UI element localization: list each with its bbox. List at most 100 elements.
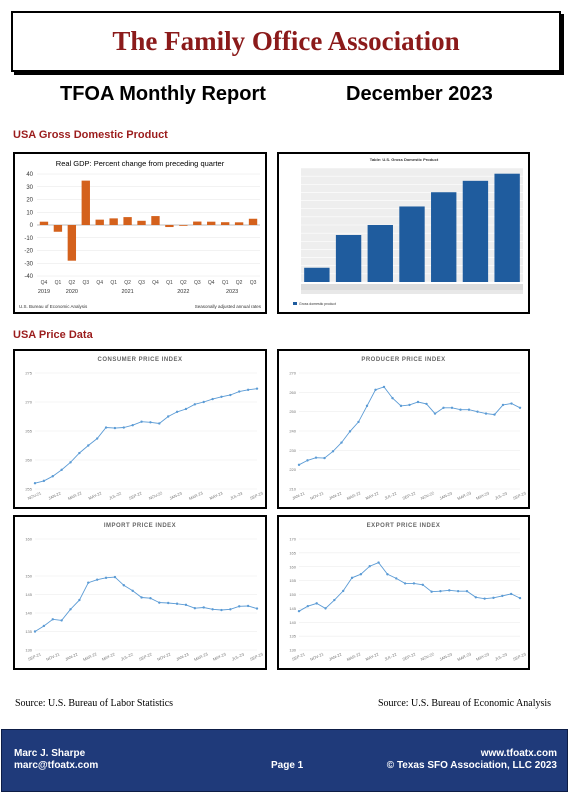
chart-title: IMPORT PRICE INDEX [104,523,176,529]
x-tick-label: JUL-22 [120,651,135,661]
x-tick-label: JAN-22 [64,651,79,661]
y-tick-label: -40 [24,274,33,280]
x-tick-label: Q3 [250,280,257,286]
gdp-level-bar [431,192,457,282]
x-tick-label: MAR-22 [82,651,98,662]
data-point [131,424,134,427]
footer-email[interactable]: marc@tfoatx.com [14,760,99,771]
source-right: Source: U.S. Bureau of Economic Analysis [378,698,552,709]
y-tick-label: 210 [289,487,296,492]
data-point [69,461,72,464]
x-tick-label: NOV-22 [420,490,436,501]
data-point [122,584,126,587]
data-point [403,582,407,585]
x-tick-label: Q4 [152,280,159,286]
data-point [484,412,488,415]
data-point [167,601,170,605]
data-point [42,479,46,483]
org-title-box: The Family Office Association [11,11,561,72]
data-point [87,444,90,447]
data-point [439,589,442,593]
x-tick-label: MAY-22 [88,490,103,501]
export-chart-box: EXPORT PRICE INDEX 170 165 160 155 150 145 140 1… [277,515,530,670]
x-tick-label: JAN-23 [439,490,454,500]
x-tick-label: JAN-22 [47,490,62,500]
x-tick-label: Q2 [180,280,187,286]
x-tick-label: SEP-23 [512,490,527,501]
x-tick-label: Q2 [124,280,131,286]
legend-swatch [293,302,297,305]
gdp-bar [39,221,49,225]
y-tick-label: 270 [289,371,296,376]
data-point [104,576,108,580]
x-tick-label: Q2 [69,280,76,286]
data-point [193,403,197,406]
x-tick-label: NOV-21 [45,651,61,662]
gdp-bar [95,219,104,225]
footer: Marc J. Sharpe marc@tfoatx.com Page 1 ww… [1,729,568,792]
x-axis-band [301,290,523,294]
data-point [314,456,318,459]
data-point [467,408,471,411]
data-point [202,400,205,404]
data-point [78,598,81,602]
y-tick-label: 10 [26,210,33,216]
x-axis-band [301,284,523,290]
y-tick-label: 160 [25,537,32,542]
x-tick-label: NOV-21 [27,490,43,501]
org-title: The Family Office Association [112,26,460,56]
data-point [459,408,462,411]
data-point [368,564,371,568]
x-tick-label: JAN-21 [291,490,306,500]
y-tick-label: 150 [25,574,32,579]
data-point [255,387,259,390]
data-point [122,426,126,429]
x-tick-label: SEP-21 [27,651,42,662]
x-tick-label: MAR-23 [188,490,204,501]
cpi-chart: CONSUMER PRICE INDEX275270265260255NOV-2… [25,357,264,501]
section-gdp: USA Gross Domestic Product [13,129,168,141]
y-tick-label: 0 [30,223,34,229]
y-tick-label: 140 [289,620,296,625]
data-point [408,403,411,407]
y-tick-label: 275 [25,371,32,376]
x-tick-label: SEP-22 [402,651,417,662]
data-point [42,624,46,628]
chart-note-left: U.S. Bureau of Economic Analysis [19,304,88,309]
data-point [377,561,380,564]
gdp-bar [67,225,77,261]
ppi-chart-box: PRODUCER PRICE INDEX 270 260 250 240 230 220 21… [277,349,530,509]
x-tick-label: SEP-22 [138,651,153,662]
data-point [315,602,318,605]
data-point [448,589,451,592]
y-tick-label: 130 [25,648,32,653]
ppi-chart: PRODUCER PRICE INDEX 270 260 250 240 230 220 21… [289,357,527,501]
data-point [220,608,223,612]
data-point [518,406,522,409]
x-tick-label: JUL-22 [108,490,123,500]
data-point [442,406,445,409]
data-point [331,450,335,453]
chart-title: Table: U.S. Gross Domestic Product [370,157,439,162]
gdp-chart: Real GDP: Percent change from preceding … [19,159,262,309]
x-tick-label: MAY-23 [209,490,224,501]
gdp-bar [151,216,160,225]
x-tick-label: Q4 [96,280,103,286]
import-price-chart: IMPORT PRICE INDEX160150145140135130SEP-… [25,523,264,662]
data-point [492,596,495,600]
data-point [51,618,54,621]
y-tick-label: 160 [289,564,296,569]
x-tick-label: MAY-22 [365,490,380,501]
x-tick-label: Q3 [138,280,145,286]
data-point [238,605,241,608]
data-point [229,608,232,611]
data-point [158,422,161,425]
section-price: USA Price Data [13,329,93,341]
y-tick-label: 265 [25,429,32,434]
data-point [131,589,134,592]
data-point [87,581,90,584]
footer-website[interactable]: www.tfoatx.com [480,748,557,759]
gdp-level-bar [335,234,362,282]
data-point [348,430,352,433]
x-tick-label: JUL-23 [231,651,246,661]
